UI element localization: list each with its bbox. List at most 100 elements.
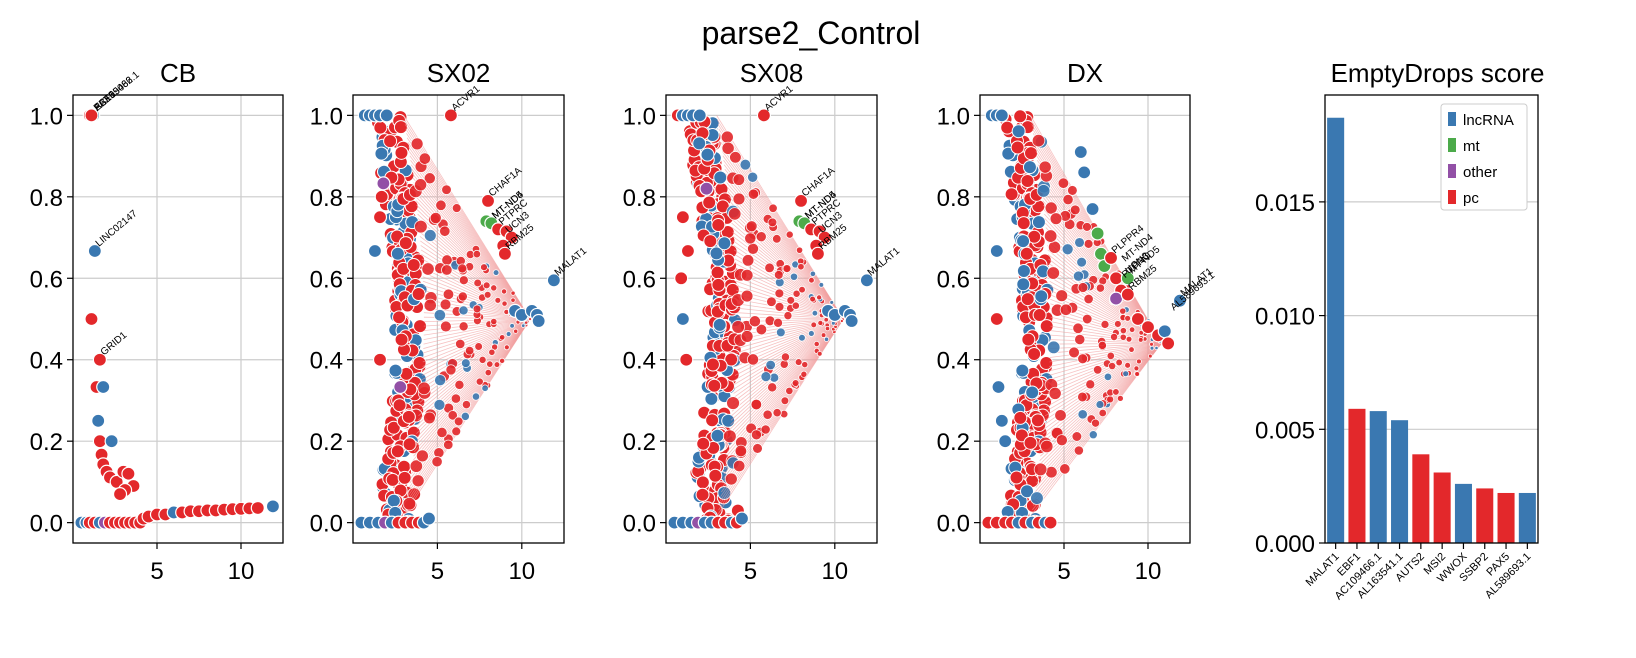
scatter-point <box>1013 109 1028 124</box>
fan-line <box>1046 343 1162 399</box>
fan-line <box>416 318 531 430</box>
scatter-point <box>823 317 829 323</box>
fan-line <box>734 318 844 385</box>
scatter-point <box>417 381 431 396</box>
scatter-point <box>1059 303 1073 316</box>
fan-line <box>419 231 531 320</box>
scatter-point-pc <box>250 500 265 516</box>
dense-point-cloud <box>371 110 533 530</box>
scatter-point <box>1062 193 1074 206</box>
scatter-point <box>1125 335 1133 343</box>
scatter-point <box>1033 462 1048 477</box>
scatter-point-lncRNA <box>87 243 102 259</box>
scatter-point <box>414 219 428 234</box>
scatter-point <box>1106 351 1115 361</box>
scatter-point <box>1021 332 1036 347</box>
scatter-point <box>401 409 416 424</box>
scatter-point <box>729 151 742 164</box>
bar-ebf1 <box>1348 408 1366 543</box>
scatter-point <box>386 493 401 508</box>
scatter-point-pc <box>674 271 689 286</box>
scatter-point <box>392 310 407 325</box>
scatter-point <box>695 487 710 502</box>
scatter-point <box>392 398 407 413</box>
scatter-point <box>1128 326 1136 333</box>
legend-swatch-other <box>1448 164 1456 178</box>
scatter-point <box>765 359 776 371</box>
scatter-point <box>1095 400 1105 409</box>
scatter-point <box>1137 337 1144 343</box>
scatter-point <box>421 262 435 276</box>
scatter-point-pc <box>92 352 107 367</box>
legend-swatch-lncRNA <box>1448 112 1456 126</box>
panel-title: SX08 <box>740 58 804 88</box>
scatter-point-pc <box>1140 320 1156 335</box>
legend-label: other <box>1463 164 1497 181</box>
scatter-point <box>750 429 762 441</box>
x-tick-label: 5 <box>1057 558 1070 585</box>
scatter-point-pc <box>84 108 99 123</box>
scatter-point <box>810 321 818 329</box>
scatter-point <box>785 386 794 396</box>
scatter-point <box>393 120 408 135</box>
plot-area <box>354 108 561 530</box>
scatter-point <box>775 327 786 338</box>
scatter-point <box>1091 418 1101 428</box>
scatter-point-lncRNA <box>367 243 383 259</box>
scatter-point <box>385 472 400 487</box>
axes-frame <box>979 94 1191 544</box>
panel-title: CB <box>160 58 196 88</box>
scatter-point <box>707 378 722 393</box>
scatter-point-pc <box>817 230 832 245</box>
scatter-point <box>510 290 516 296</box>
scatter-point <box>1043 229 1058 243</box>
scatter-point <box>764 262 775 274</box>
scatter-point <box>733 459 746 473</box>
scatter-point <box>794 358 803 366</box>
scatter-point <box>747 242 760 255</box>
scatter-point <box>439 298 452 311</box>
scatter-point <box>488 348 496 356</box>
scatter-point <box>710 428 725 443</box>
scatter-point <box>457 263 468 274</box>
scatter-point <box>744 232 757 245</box>
scatter-point <box>767 217 778 228</box>
fan-line <box>419 318 531 403</box>
scatter-point <box>1154 345 1159 351</box>
scatter-point-lncRNA <box>104 434 119 449</box>
scatter-point <box>741 254 755 267</box>
fan-line <box>1044 343 1162 421</box>
scatter-point-lncRNA <box>991 379 1006 395</box>
fan-line <box>412 318 531 461</box>
scatter-point <box>696 436 711 451</box>
scatter-point-lncRNA <box>531 313 546 329</box>
scatter-point <box>431 456 443 468</box>
fan-line <box>726 318 844 457</box>
scatter-point-lncRNA <box>734 511 750 526</box>
scatter-point <box>713 170 728 185</box>
scatter-point <box>708 468 723 483</box>
scatter-point <box>767 382 778 393</box>
scatter-point <box>1088 430 1098 440</box>
scatter-point <box>811 309 819 317</box>
scatter-point <box>1069 204 1081 216</box>
gene-label: MALAT1 <box>553 245 590 278</box>
y-tick-label: 0.0 <box>937 511 970 538</box>
scatter-point <box>783 311 793 321</box>
scatter-point <box>513 328 519 334</box>
scatter-point <box>1147 353 1153 359</box>
fan-line <box>413 318 531 452</box>
scatter-point <box>505 331 512 337</box>
y-tick-label: 0.4 <box>937 348 970 375</box>
scatter-point <box>1047 240 1062 254</box>
scatter-panel-cb: LINC02147GRID1AC109466.1AC105082EBF1PAX5… <box>30 58 284 585</box>
scatter-point <box>798 285 806 294</box>
scatter-point <box>1040 439 1054 454</box>
scatter-point-other <box>376 176 391 191</box>
scatter-point <box>728 207 742 221</box>
scatter-point <box>1134 371 1141 377</box>
scatter-point-pc <box>372 352 388 367</box>
scatter-point-pc <box>443 108 459 123</box>
scatter-point <box>394 145 409 160</box>
